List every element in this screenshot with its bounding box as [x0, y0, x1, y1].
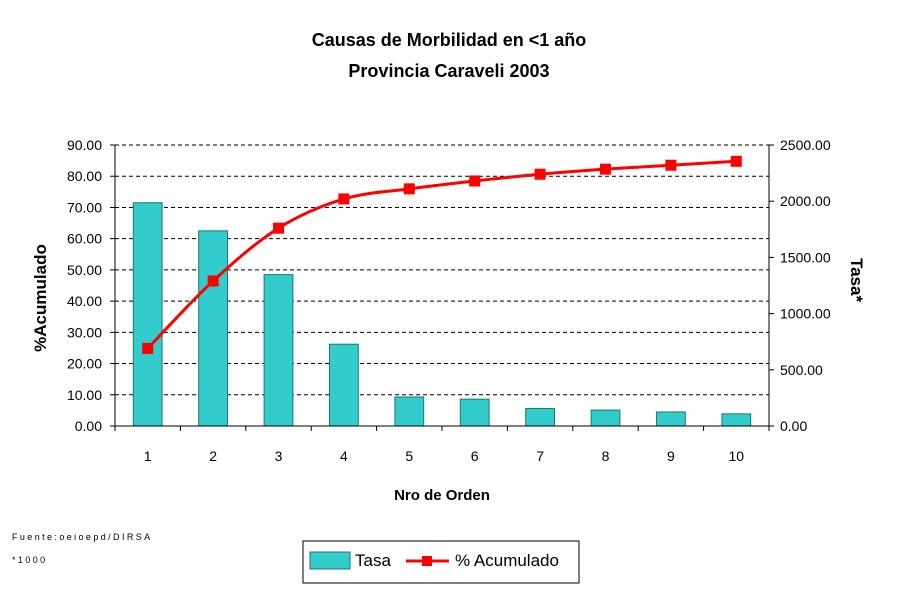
left-tick-label: 40.00	[67, 293, 102, 309]
line-series	[142, 155, 742, 354]
x-tick-label: 8	[602, 448, 610, 464]
bar	[329, 343, 359, 427]
line-point	[338, 193, 350, 205]
right-tick-label: 2500.00	[780, 137, 831, 153]
bar	[656, 411, 686, 427]
line-point	[730, 155, 742, 167]
bar-series	[132, 202, 752, 427]
left-axis-title: %Acumulado	[31, 244, 50, 352]
x-tick-label: 1	[144, 448, 152, 464]
legend: Tasa % Acumulado	[302, 540, 580, 584]
x-tick-label: 9	[667, 448, 675, 464]
chart-title: Causas de Morbilidad en <1 año	[312, 30, 587, 50]
bar	[721, 413, 752, 427]
left-tick-label: 50.00	[67, 262, 102, 278]
legend-marker-acumulado	[422, 556, 432, 566]
line-point	[273, 222, 284, 234]
right-axis-ticks: 0.00 500.00 1000.00 1500.00 2000.00 2500.00	[769, 137, 831, 434]
right-tick-label: 0.00	[780, 418, 807, 434]
bar	[198, 230, 228, 427]
line-point	[207, 275, 219, 287]
left-tick-label: 10.00	[67, 387, 102, 403]
bar	[590, 409, 621, 427]
right-axis-title: Tasa*	[847, 258, 866, 302]
bar	[525, 408, 555, 427]
line-point	[403, 183, 415, 195]
left-tick-label: 0.00	[75, 418, 102, 434]
left-tick-label: 60.00	[67, 231, 102, 247]
line-point	[469, 175, 481, 187]
bar	[459, 398, 490, 427]
right-tick-label: 500.00	[780, 362, 823, 378]
bar	[132, 202, 163, 427]
x-tick-label: 2	[209, 448, 217, 464]
line-point	[534, 168, 546, 180]
x-tick-label: 3	[275, 448, 283, 464]
x-tick-label: 4	[340, 448, 348, 464]
x-axis-title: Nro de Orden	[394, 487, 490, 504]
legend-swatch-tasa	[309, 551, 351, 570]
bar	[394, 396, 425, 427]
source-footnote: Fuente:oeioepd/DIRSA	[12, 532, 153, 542]
series-line	[146, 159, 737, 350]
x-axis-ticks: 1 2 3 4 5 6 7 8 9 10	[114, 426, 770, 464]
x-tick-label: 7	[536, 448, 544, 464]
right-tick-label: 2000.00	[780, 193, 831, 209]
multiplier-footnote: *1000	[12, 555, 48, 565]
legend-label-acumulado: % Acumulado	[455, 551, 559, 570]
chart-subtitle: Provincia Caraveli 2003	[348, 61, 549, 81]
right-tick-label: 1500.00	[780, 249, 831, 265]
left-tick-label: 70.00	[67, 199, 102, 215]
left-tick-label: 90.00	[67, 137, 102, 153]
right-tick-label: 1000.00	[780, 306, 831, 322]
left-axis-ticks: 0.00 10.00 20.00 30.00 40.00 50.00 60.00 70.00 8…	[67, 137, 115, 434]
x-tick-label: 5	[405, 448, 413, 464]
line-point	[600, 163, 611, 175]
x-tick-label: 6	[471, 448, 479, 464]
line-point	[142, 342, 154, 354]
left-tick-label: 30.00	[67, 324, 102, 340]
left-tick-label: 80.00	[67, 168, 102, 184]
legend-label-tasa: Tasa	[355, 551, 391, 570]
left-tick-label: 20.00	[67, 356, 102, 372]
x-tick-label: 10	[729, 448, 745, 464]
line-point	[665, 159, 677, 171]
bar	[263, 274, 294, 427]
